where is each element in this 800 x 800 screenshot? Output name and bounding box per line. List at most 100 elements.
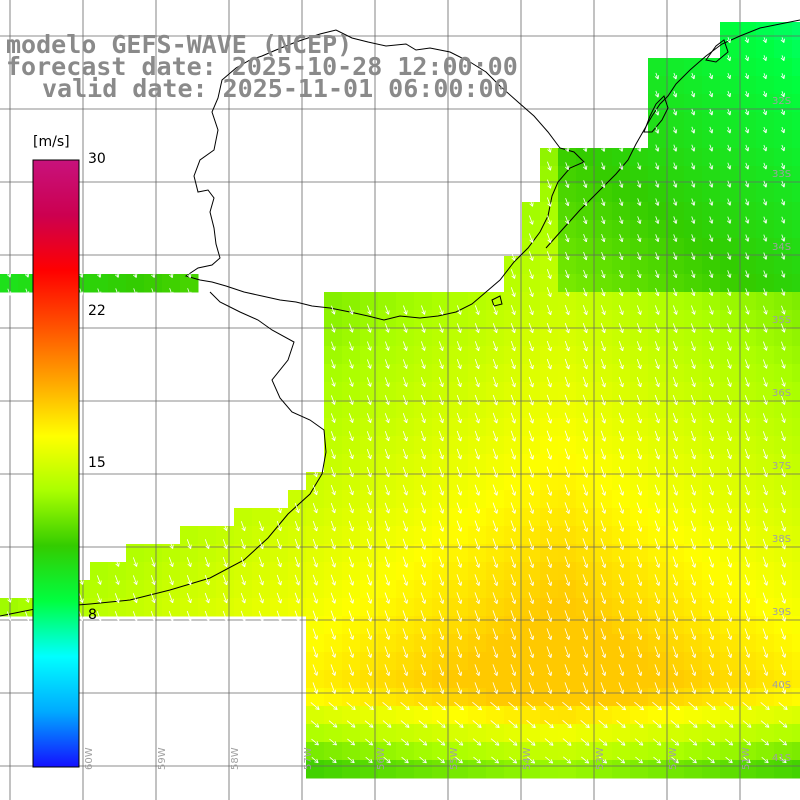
wind-arrow xyxy=(780,467,786,478)
wind-arrow xyxy=(546,358,552,370)
wind-cell xyxy=(324,328,343,347)
lat-label: 41S xyxy=(772,753,791,764)
wind-arrow xyxy=(654,448,660,460)
wind-cell xyxy=(558,418,577,437)
wind-cell xyxy=(540,634,559,653)
wind-arrow xyxy=(726,198,732,206)
wind-arrow xyxy=(384,646,391,658)
wind-arrow xyxy=(456,448,462,460)
wind-arrow xyxy=(510,592,517,604)
wind-cell xyxy=(756,508,775,527)
wind-arrow xyxy=(636,520,642,532)
wind-cell xyxy=(468,526,487,545)
wind-arrow xyxy=(652,738,662,746)
wind-arrow xyxy=(690,646,697,658)
wind-cell xyxy=(702,202,721,221)
wind-arrow xyxy=(690,323,696,333)
wind-cell xyxy=(684,580,703,599)
wind-cell xyxy=(648,490,667,509)
wind-arrow xyxy=(418,738,428,746)
wind-cell xyxy=(486,328,505,347)
wind-arrow xyxy=(240,610,246,622)
wind-cell xyxy=(666,688,685,707)
wind-arrow xyxy=(528,448,534,460)
wind-arrow xyxy=(330,449,336,460)
wind-arrow xyxy=(258,592,264,604)
wind-cell xyxy=(378,400,397,419)
wind-cell xyxy=(792,166,800,185)
wind-cell xyxy=(756,544,775,563)
wind-cell xyxy=(432,652,451,671)
wind-cell xyxy=(594,472,613,491)
wind-arrow xyxy=(655,234,660,242)
wind-cell xyxy=(756,238,775,257)
wind-arrow xyxy=(527,756,536,764)
wind-cell xyxy=(576,706,595,725)
wind-arrow xyxy=(258,610,264,622)
wind-cell xyxy=(522,454,541,473)
legend-tick-15: 15 xyxy=(88,455,106,471)
wind-cell xyxy=(540,742,559,761)
wind-cell xyxy=(774,94,793,113)
wind-cell xyxy=(432,418,451,437)
wind-cell xyxy=(558,652,577,671)
wind-cell xyxy=(594,544,613,563)
wind-arrow xyxy=(781,323,786,333)
wind-arrow xyxy=(132,557,138,567)
wind-cell xyxy=(594,742,613,761)
wind-cell xyxy=(342,706,361,725)
wind-arrow xyxy=(744,73,750,80)
wind-arrow xyxy=(672,90,678,98)
wind-cell xyxy=(666,742,685,761)
wind-cell xyxy=(522,634,541,653)
wind-arrow xyxy=(762,502,768,514)
wind-arrow xyxy=(402,484,408,496)
wind-cell xyxy=(558,328,577,347)
lon-label: 56W xyxy=(376,747,387,770)
wind-cell xyxy=(414,490,433,509)
wind-arrow xyxy=(636,359,642,370)
wind-cell xyxy=(720,688,739,707)
wind-cell xyxy=(558,436,577,455)
wind-cell xyxy=(702,94,721,113)
wind-cell xyxy=(522,292,541,311)
wind-cell xyxy=(738,202,757,221)
wind-cell xyxy=(396,490,415,509)
wind-arrow xyxy=(564,538,571,550)
wind-cell xyxy=(648,58,667,77)
wind-cell xyxy=(540,382,559,401)
wind-cell xyxy=(612,490,631,509)
wind-arrow xyxy=(490,738,500,746)
wind-cell xyxy=(324,544,343,563)
wind-cell xyxy=(774,724,793,743)
wind-arrow xyxy=(708,646,715,658)
wind-cell xyxy=(720,490,739,509)
wind-arrow xyxy=(492,682,499,694)
wind-cell xyxy=(126,544,145,563)
wind-cell xyxy=(468,580,487,599)
wind-cell xyxy=(648,616,667,635)
wind-arrow xyxy=(619,162,624,170)
wind-cell xyxy=(738,454,757,473)
wind-arrow xyxy=(655,270,660,279)
wind-arrow xyxy=(600,592,607,604)
wind-arrow xyxy=(726,234,732,242)
wind-arrow xyxy=(762,144,768,152)
wind-arrow xyxy=(528,682,535,694)
wind-arrow xyxy=(312,538,318,550)
wind-cell xyxy=(576,346,595,365)
wind-cell xyxy=(630,382,649,401)
wind-cell xyxy=(756,454,775,473)
wind-arrow xyxy=(600,323,606,334)
wind-arrow xyxy=(330,502,336,514)
wind-arrow xyxy=(473,756,481,764)
wind-arrow xyxy=(546,592,553,604)
wind-cell xyxy=(630,760,649,779)
wind-cell xyxy=(360,490,379,509)
wind-arrow xyxy=(510,682,517,694)
wind-cell xyxy=(360,670,379,689)
wind-arrow xyxy=(528,251,534,261)
wind-cell xyxy=(666,634,685,653)
